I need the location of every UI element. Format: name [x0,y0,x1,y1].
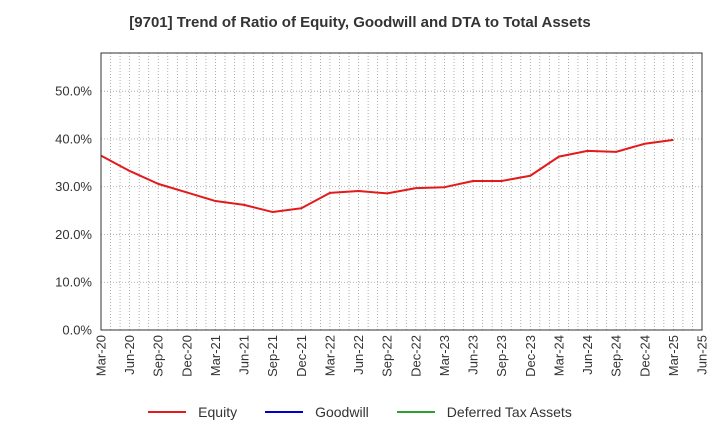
x-tick-label: Sep-21 [265,335,280,377]
x-tick-label: Jun-21 [237,335,252,375]
x-tick-label: Dec-21 [294,335,309,377]
x-axis: Mar-20 Jun-20 Sep-20 Dec-20 Mar-21 Jun-21 Sep-… [94,335,710,377]
legend: Equity Goodwill Deferred Tax Assets [0,404,720,420]
x-tick-label: Sep-20 [151,335,166,377]
legend-item-deferred-tax-assets: Deferred Tax Assets [396,404,572,420]
legend-label: Equity [198,404,238,420]
x-tick-label: Jun-22 [351,335,366,375]
legend-swatch [148,411,187,413]
x-tick-label: Mar-25 [666,335,681,376]
series-lines [100,138,674,214]
legend-label: Deferred Tax Assets [446,404,572,420]
x-tick-label: Sep-22 [380,335,395,377]
y-tick-label: 0.0% [62,323,92,338]
chart-title: [9701] Trend of Ratio of Equity, Goodwil… [129,14,591,31]
x-tick-label: Jun-24 [580,335,595,375]
legend-label: Goodwill [315,404,369,420]
x-tick-label: Dec-20 [179,335,194,377]
x-tick-label: Dec-23 [523,335,538,377]
x-tick-label: Dec-22 [408,335,423,377]
x-tick-label: Jun-20 [122,335,137,375]
x-tick-label: Mar-22 [322,335,337,376]
y-tick-label: 30.0% [55,179,92,194]
x-tick-label: Mar-20 [94,335,109,376]
plot-border [100,52,703,331]
y-tick-label: 40.0% [55,131,92,146]
y-tick-label: 50.0% [55,84,92,99]
x-tick-label: Sep-24 [609,335,624,377]
legend-item-goodwill: Goodwill [265,404,369,420]
x-tick-label: Sep-23 [494,335,509,377]
y-tick-label: 10.0% [55,275,92,290]
y-tick-label: 20.0% [55,227,92,242]
x-tick-label: Mar-24 [551,335,566,376]
legend-swatch [265,411,304,413]
legend-item-equity: Equity [148,404,237,420]
legend-swatch [396,411,435,413]
x-tick-label: Mar-23 [437,335,452,376]
y-gridlines [101,90,702,283]
x-tick-label: Mar-21 [208,335,223,376]
x-tick-label: Jun-25 [695,335,710,375]
x-tick-label: Dec-24 [637,335,652,377]
series-line-equity [100,138,674,214]
x-tick-label: Jun-23 [466,335,481,375]
y-axis: 0.0% 10.0% 20.0% 30.0% 40.0% 50.0% [55,84,92,338]
